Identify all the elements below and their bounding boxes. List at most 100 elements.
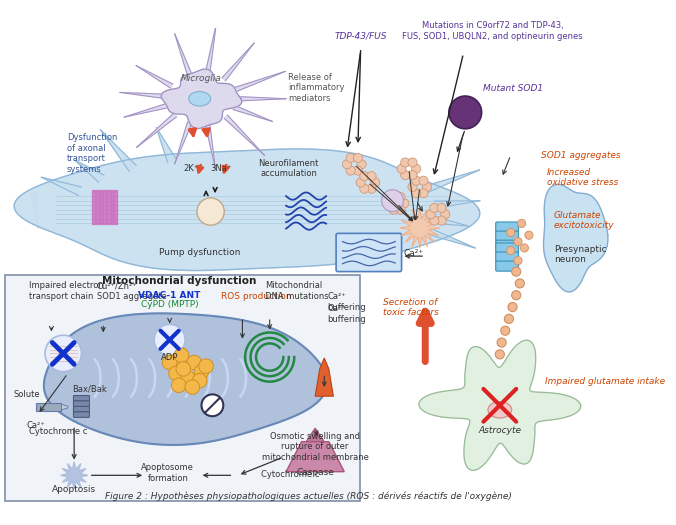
Text: Presynaptic
neuron: Presynaptic neuron <box>554 245 607 265</box>
Circle shape <box>508 302 517 312</box>
Circle shape <box>162 355 177 370</box>
Text: Secretion of
toxic factors: Secretion of toxic factors <box>383 298 439 317</box>
Circle shape <box>346 166 355 175</box>
Polygon shape <box>286 442 344 471</box>
Circle shape <box>504 314 514 323</box>
Polygon shape <box>120 92 167 99</box>
Polygon shape <box>315 358 333 396</box>
Text: Mutations in C9orf72 and TDP-43,
FUS, SOD1, UBQLN2, and optineurin genes: Mutations in C9orf72 and TDP-43, FUS, SO… <box>402 22 583 41</box>
Circle shape <box>408 158 417 167</box>
Text: Solute: Solute <box>14 390 40 399</box>
Polygon shape <box>419 340 581 470</box>
Polygon shape <box>174 122 192 164</box>
Circle shape <box>396 205 405 214</box>
FancyBboxPatch shape <box>74 401 89 406</box>
Circle shape <box>400 199 409 208</box>
Circle shape <box>154 324 185 355</box>
Polygon shape <box>101 130 136 171</box>
FancyBboxPatch shape <box>74 412 89 417</box>
Polygon shape <box>93 190 95 224</box>
Polygon shape <box>107 190 110 224</box>
Text: VDAC-1 ANT: VDAC-1 ANT <box>139 291 201 300</box>
Circle shape <box>437 216 446 225</box>
Polygon shape <box>41 177 81 195</box>
FancyBboxPatch shape <box>496 222 518 232</box>
Circle shape <box>401 171 410 180</box>
Polygon shape <box>400 208 440 248</box>
Circle shape <box>360 172 369 181</box>
Polygon shape <box>224 115 264 155</box>
Polygon shape <box>136 66 172 88</box>
Text: Osmotic swelling and
rupture of outer
mitochondrial membrane: Osmotic swelling and rupture of outer mi… <box>262 432 368 462</box>
Polygon shape <box>233 106 272 121</box>
Text: Apoptosis: Apoptosis <box>52 485 96 494</box>
Circle shape <box>525 231 533 239</box>
Text: Glutamate
excitotoxicity: Glutamate excitotoxicity <box>554 211 614 230</box>
Circle shape <box>419 176 428 185</box>
Circle shape <box>172 378 186 393</box>
Circle shape <box>501 326 510 335</box>
Polygon shape <box>174 34 192 76</box>
Circle shape <box>356 178 365 187</box>
Circle shape <box>367 172 376 181</box>
Circle shape <box>426 209 435 219</box>
Ellipse shape <box>488 402 512 418</box>
Circle shape <box>408 183 417 192</box>
Text: 2K⁺: 2K⁺ <box>183 164 198 173</box>
Circle shape <box>512 291 521 300</box>
FancyBboxPatch shape <box>496 261 518 271</box>
Circle shape <box>389 193 398 202</box>
Polygon shape <box>422 170 479 194</box>
Polygon shape <box>99 190 102 224</box>
Text: Pump dysfunction: Pump dysfunction <box>159 248 241 257</box>
FancyBboxPatch shape <box>496 243 518 253</box>
Polygon shape <box>137 113 176 148</box>
Circle shape <box>397 164 406 173</box>
Bar <box>5 275 360 501</box>
Polygon shape <box>233 71 285 92</box>
Circle shape <box>521 244 529 252</box>
Text: Bax/Bak: Bax/Bak <box>72 385 107 394</box>
Circle shape <box>408 171 417 180</box>
Polygon shape <box>61 461 88 489</box>
Circle shape <box>381 190 404 212</box>
Circle shape <box>197 198 224 225</box>
Circle shape <box>169 366 183 381</box>
Text: Increased
oxidative stress: Increased oxidative stress <box>547 168 619 187</box>
Circle shape <box>185 380 199 394</box>
Text: Impaired glutamate intake: Impaired glutamate intake <box>546 377 665 386</box>
Circle shape <box>422 183 431 192</box>
Polygon shape <box>124 103 169 117</box>
FancyBboxPatch shape <box>496 231 518 241</box>
Text: ADP: ADP <box>161 353 178 362</box>
Circle shape <box>506 247 515 255</box>
Text: Apoptosome
formation: Apoptosome formation <box>141 464 194 483</box>
Circle shape <box>449 96 481 129</box>
Circle shape <box>180 371 195 385</box>
Circle shape <box>497 338 506 347</box>
Text: Impaired electron
transport chain: Impaired electron transport chain <box>28 281 103 301</box>
Polygon shape <box>75 161 104 182</box>
Text: Mitochondrial
DNA mutations: Mitochondrial DNA mutations <box>265 281 329 301</box>
Text: Figure 2 : Hypothèses physiopathologiques actuelles (ROS : dérivés réactifs de l: Figure 2 : Hypothèses physiopathologique… <box>105 491 512 501</box>
Text: Neurofilament
accumulation: Neurofilament accumulation <box>259 159 319 178</box>
Circle shape <box>346 153 355 163</box>
Polygon shape <box>114 190 117 224</box>
Circle shape <box>512 267 521 276</box>
Polygon shape <box>206 123 216 169</box>
Text: CyPD (MPTP): CyPD (MPTP) <box>141 300 199 309</box>
Polygon shape <box>156 128 176 163</box>
Circle shape <box>193 373 207 388</box>
Text: Mutant SOD1: Mutant SOD1 <box>483 85 544 93</box>
Text: ROS production: ROS production <box>222 292 292 301</box>
Text: SOD1 aggregates: SOD1 aggregates <box>541 151 621 160</box>
Circle shape <box>441 209 450 219</box>
Circle shape <box>174 348 189 363</box>
Polygon shape <box>96 190 99 224</box>
Circle shape <box>343 160 352 169</box>
Circle shape <box>385 199 394 208</box>
Text: Ca²⁺
buffering: Ca²⁺ buffering <box>327 292 366 312</box>
Circle shape <box>412 176 420 185</box>
Circle shape <box>370 178 380 187</box>
Circle shape <box>514 257 522 265</box>
